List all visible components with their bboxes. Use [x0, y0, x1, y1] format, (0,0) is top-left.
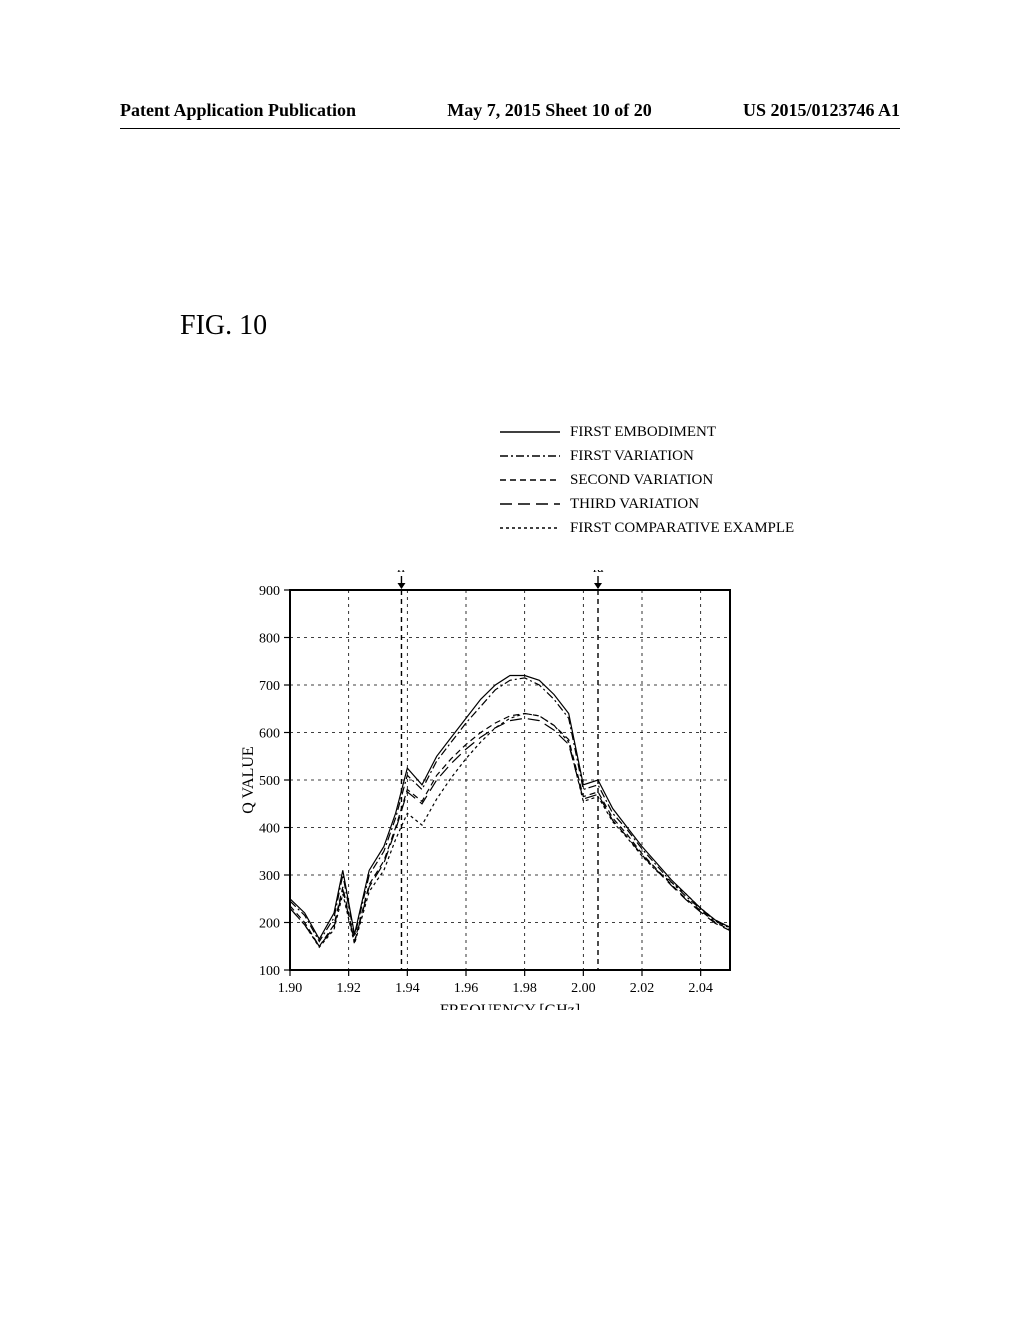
chart-svg: 1.90 1.92 1.94 1.96 1.98 2.00 2.02 2.04 100 200 30…	[235, 570, 745, 1010]
legend-swatch	[500, 422, 560, 442]
y-tick-label: 800	[259, 632, 280, 647]
y-tick-label: 400	[259, 822, 280, 837]
x-tick-label: 2.04	[688, 981, 713, 996]
legend-swatch	[500, 446, 560, 466]
legend-item: SECOND VARIATION	[500, 468, 794, 492]
chart-legend: FIRST EMBODIMENT FIRST VARIATION SECOND VA…	[500, 420, 794, 540]
legend-label: THIRD VARIATION	[570, 496, 699, 513]
legend-label: SECOND VARIATION	[570, 472, 713, 489]
legend-item: THIRD VARIATION	[500, 492, 794, 516]
y-tick-label: 700	[259, 679, 280, 694]
legend-label: FIRST EMBODIMENT	[570, 424, 716, 441]
x-tick-label: 2.02	[630, 981, 655, 996]
y-tick-label: 200	[259, 917, 280, 932]
legend-swatch	[500, 518, 560, 538]
legend-item: FIRST COMPARATIVE EXAMPLE	[500, 516, 794, 540]
page-header: Patent Application Publication May 7, 20…	[120, 100, 900, 121]
marker-label: fa	[593, 570, 605, 576]
x-tick-label: 2.00	[571, 981, 596, 996]
legend-item: FIRST VARIATION	[500, 444, 794, 468]
legend-item: FIRST EMBODIMENT	[500, 420, 794, 444]
y-tick-label: 100	[259, 964, 280, 979]
y-tick-label: 500	[259, 774, 280, 789]
x-tick-label: 1.92	[336, 981, 361, 996]
header-right: US 2015/0123746 A1	[743, 100, 900, 121]
x-tick-label: 1.94	[395, 981, 420, 996]
y-axis-label: Q VALUE	[240, 746, 257, 813]
header-left: Patent Application Publication	[120, 100, 356, 121]
patent-page: Patent Application Publication May 7, 20…	[0, 0, 1020, 1320]
y-tick-label: 300	[259, 869, 280, 884]
y-tick-label: 900	[259, 584, 280, 599]
legend-swatch	[500, 494, 560, 514]
header-center: May 7, 2015 Sheet 10 of 20	[447, 100, 651, 121]
x-tick-label: 1.90	[278, 981, 303, 996]
legend-label: FIRST VARIATION	[570, 448, 694, 465]
x-axis-label: FREQUENCY [GHz]	[440, 1002, 580, 1010]
x-tick-label: 1.96	[454, 981, 479, 996]
figure-label: FIG. 10	[180, 310, 267, 342]
x-tick-label: 1.98	[512, 981, 537, 996]
header-rule	[120, 128, 900, 129]
marker-label: fr	[397, 570, 407, 576]
legend-label: FIRST COMPARATIVE EXAMPLE	[570, 520, 794, 537]
legend-swatch	[500, 470, 560, 490]
q-value-chart: 1.90 1.92 1.94 1.96 1.98 2.00 2.02 2.04 100 200 30…	[235, 570, 745, 1010]
y-tick-label: 600	[259, 727, 280, 742]
